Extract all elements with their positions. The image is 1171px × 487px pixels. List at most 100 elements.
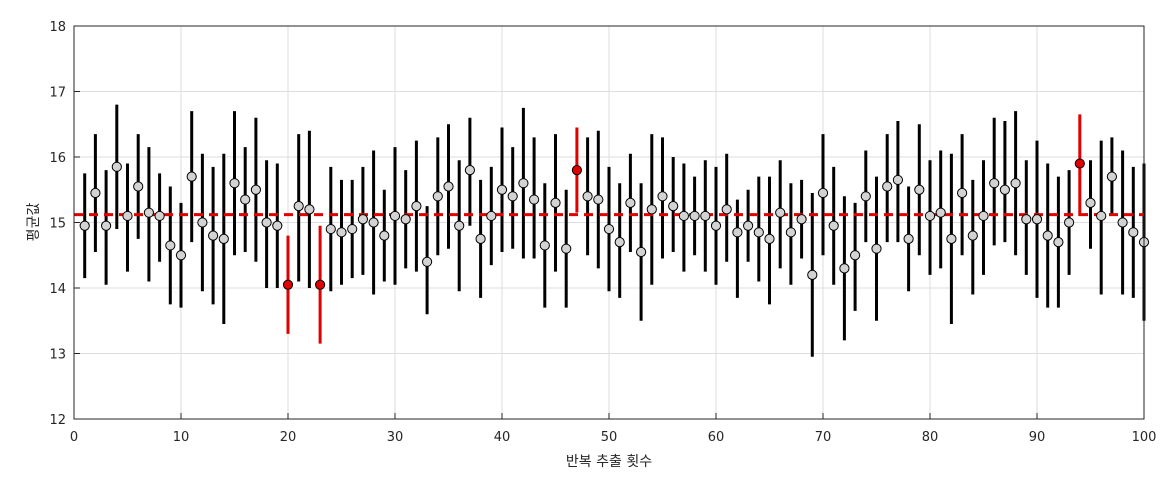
mean-point [411, 201, 422, 212]
mean-point [593, 194, 604, 205]
mean-point [529, 194, 540, 205]
mean-point [79, 220, 90, 231]
mean-point [133, 181, 144, 192]
x-tick-label: 80 [922, 430, 939, 445]
mean-point [165, 240, 176, 251]
mean-point [1064, 217, 1075, 228]
mean-point [839, 263, 850, 274]
mean-point [668, 201, 679, 212]
mean-point [272, 220, 283, 231]
mean-point [368, 217, 379, 228]
mean-point [122, 210, 133, 222]
mean-point [357, 214, 368, 225]
mean-point [817, 187, 829, 199]
x-ticks: 0 10 20 30 40 50 60 70 80 90 100 [70, 413, 1157, 445]
mean-point [304, 204, 315, 215]
mean-point [700, 210, 711, 222]
mean-point [143, 207, 154, 218]
mean-point [347, 223, 358, 235]
x-tick-label: 50 [601, 430, 618, 445]
mean-point [946, 233, 957, 244]
mean-point [1117, 217, 1128, 228]
mean-point [1021, 214, 1032, 225]
mean-point [229, 178, 240, 189]
mean-point [892, 174, 904, 186]
x-tick-label: 30 [387, 430, 404, 445]
mean-point [1074, 158, 1085, 169]
points [79, 158, 1150, 290]
mean-point [1042, 230, 1053, 241]
mean-point [111, 161, 122, 172]
mean-point [785, 227, 797, 238]
mean-point [732, 227, 743, 238]
mean-point [914, 184, 925, 195]
mean-point [101, 220, 112, 231]
mean-point [625, 197, 636, 208]
x-axis-label: 반복 추출 횟수 [566, 454, 652, 470]
mean-point [379, 230, 390, 241]
mean-point [336, 227, 347, 238]
mean-point [882, 181, 893, 192]
mean-point [807, 269, 818, 280]
mean-point [978, 210, 989, 222]
mean-point [603, 223, 615, 235]
x-tick-label: 90 [1029, 430, 1046, 445]
mean-point [325, 223, 336, 235]
mean-point [903, 233, 914, 244]
mean-point [924, 210, 936, 222]
mean-point [582, 191, 593, 202]
y-tick-label: 16 [49, 151, 66, 166]
y-ticks: 12 13 14 15 16 17 18 [49, 20, 80, 428]
mean-point [561, 243, 572, 254]
mean-point [496, 184, 508, 195]
mean-point [432, 191, 443, 202]
y-tick-label: 17 [49, 86, 66, 101]
mean-point [518, 178, 529, 189]
mean-point [154, 210, 165, 222]
mean-point [646, 204, 657, 215]
mean-point [743, 220, 754, 231]
y-tick-label: 18 [49, 20, 66, 35]
mean-point [293, 201, 304, 212]
mean-point [999, 184, 1011, 195]
mean-point [1128, 227, 1139, 238]
mean-point [261, 217, 272, 228]
mean-point [175, 250, 187, 261]
mean-point [443, 181, 454, 192]
x-tick-label: 0 [70, 430, 78, 445]
mean-point [208, 230, 219, 241]
mean-point [710, 220, 722, 231]
mean-point [775, 207, 786, 218]
mean-point [935, 207, 946, 218]
y-tick-label: 13 [49, 348, 66, 363]
mean-point [218, 233, 229, 244]
mean-point [507, 191, 518, 202]
x-tick-label: 100 [1132, 430, 1157, 445]
y-tick-label: 14 [49, 282, 66, 297]
mean-point [90, 187, 101, 199]
y-tick-label: 12 [49, 413, 66, 428]
mean-point [860, 191, 871, 202]
mean-point [1031, 214, 1043, 225]
x-tick-label: 10 [173, 430, 190, 445]
mean-point [486, 210, 497, 222]
mean-point [186, 171, 197, 182]
mean-point [850, 250, 861, 261]
mean-point [315, 279, 326, 290]
mean-point [689, 210, 700, 222]
x-tick-label: 20 [280, 430, 297, 445]
x-tick-label: 70 [815, 430, 832, 445]
mean-point [614, 237, 625, 248]
mean-point [571, 165, 583, 176]
mean-point [550, 197, 561, 208]
mean-point [1106, 171, 1118, 182]
mean-point [1085, 197, 1096, 208]
mean-point [197, 217, 208, 228]
mean-point [282, 279, 294, 290]
mean-point [764, 233, 775, 244]
y-axis-label: 평균값 [26, 203, 42, 242]
x-tick-label: 40 [494, 430, 511, 445]
mean-point [1010, 178, 1021, 189]
mean-point [464, 165, 475, 176]
